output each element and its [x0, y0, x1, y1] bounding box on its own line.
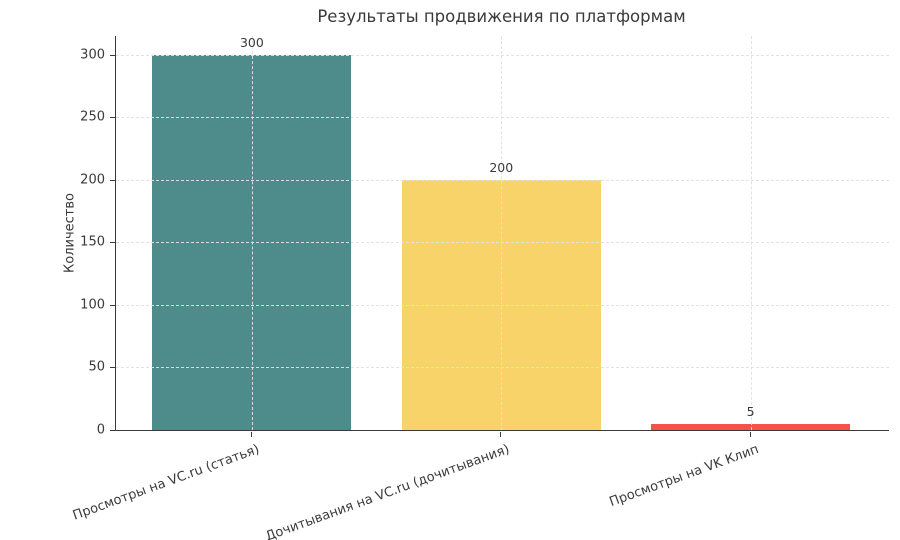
y-tick-label: 0: [96, 422, 105, 438]
gridline-v: [501, 36, 503, 430]
x-tick-mark: [250, 432, 252, 437]
gridline-v: [251, 36, 253, 430]
x-tick-label: Просмотры на VK Клип: [607, 442, 761, 511]
chart-title: Результаты продвижения по платформам: [317, 7, 686, 26]
x-tick-mark: [500, 432, 502, 437]
y-tick-mark: [110, 367, 115, 369]
gridline-v: [750, 36, 752, 430]
bar-value-label: 200: [489, 159, 514, 175]
y-tick-label: 300: [80, 47, 105, 63]
y-tick-label: 100: [80, 297, 105, 313]
y-axis-label: Количество: [62, 193, 78, 273]
x-tick-mark: [749, 432, 751, 437]
x-tick-label: Просмотры на VC.ru (статья): [71, 442, 263, 524]
y-tick-mark: [110, 54, 115, 56]
gridline-h: [116, 54, 889, 56]
x-tick-label: Дочитывания на VC.ru (дочитывания): [263, 442, 512, 540]
y-tick-label: 250: [80, 109, 105, 125]
y-tick-mark: [110, 304, 115, 306]
y-tick-label: 150: [80, 234, 105, 250]
y-tick-mark: [110, 242, 115, 244]
y-tick-label: 200: [80, 172, 105, 188]
gridline-h: [116, 304, 889, 306]
gridline-h: [116, 179, 889, 181]
bar-value-label: 5: [746, 403, 755, 419]
plot-area: 300 200 5: [115, 34, 889, 431]
gridline-h: [116, 367, 889, 369]
gridline-h: [116, 117, 889, 119]
y-tick-mark: [110, 179, 115, 181]
y-tick-mark: [110, 430, 115, 431]
y-tick-mark: [110, 117, 115, 119]
bar-value-label: 300: [239, 34, 264, 50]
y-tick-label: 50: [88, 359, 105, 375]
gridline-h: [116, 242, 889, 244]
